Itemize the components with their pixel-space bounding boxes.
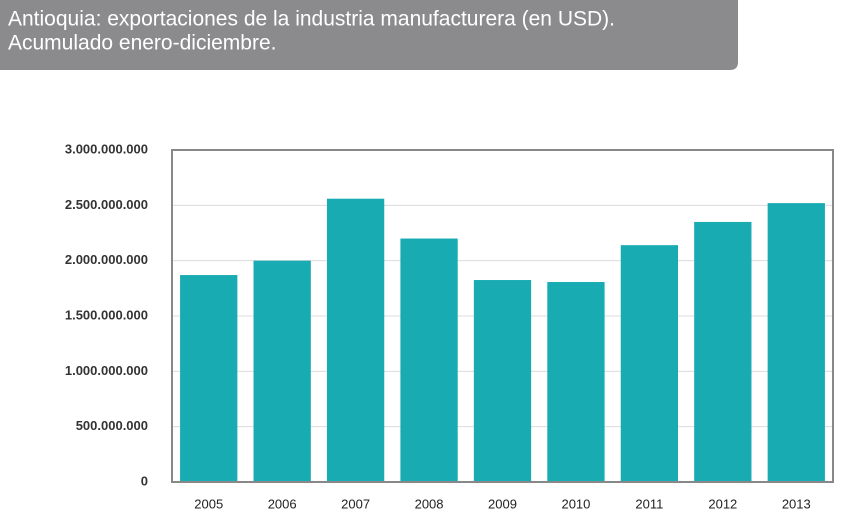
bar <box>473 280 532 482</box>
bar <box>400 238 458 482</box>
y-tick-label: 2.000.000.000 <box>65 252 148 267</box>
y-tick-label: 1.500.000.000 <box>65 307 148 322</box>
title-banner <box>0 0 738 70</box>
plot-frame <box>171 149 834 483</box>
y-tick-label: 0 <box>141 473 148 488</box>
x-tick-label: 2012 <box>708 496 737 511</box>
x-tick-label: 2013 <box>782 496 811 511</box>
bar <box>767 203 825 482</box>
bar <box>620 245 679 482</box>
x-tick-label: 2009 <box>488 496 517 511</box>
y-tick-label: 3.000.000.000 <box>65 141 148 156</box>
x-tick-label: 2006 <box>268 496 297 511</box>
bar <box>547 282 605 482</box>
bar <box>253 260 311 482</box>
y-tick-label: 1.000.000.000 <box>65 363 148 378</box>
bar <box>180 275 238 482</box>
chart-subtitle: Acumulado enero-diciembre. <box>8 32 276 55</box>
y-tick-label: 2.500.000.000 <box>65 197 148 212</box>
bar <box>326 198 385 482</box>
y-tick-label: 500.000.000 <box>76 418 148 433</box>
x-tick-label: 2007 <box>341 496 370 511</box>
bar <box>694 221 752 482</box>
x-tick-label: 2011 <box>635 496 663 511</box>
x-tick-label: 2008 <box>415 496 444 511</box>
x-tick-label: 2010 <box>561 496 590 511</box>
x-tick-label: 2005 <box>194 496 223 511</box>
chart-title: Antioquia: exportaciones de la industria… <box>8 8 615 31</box>
